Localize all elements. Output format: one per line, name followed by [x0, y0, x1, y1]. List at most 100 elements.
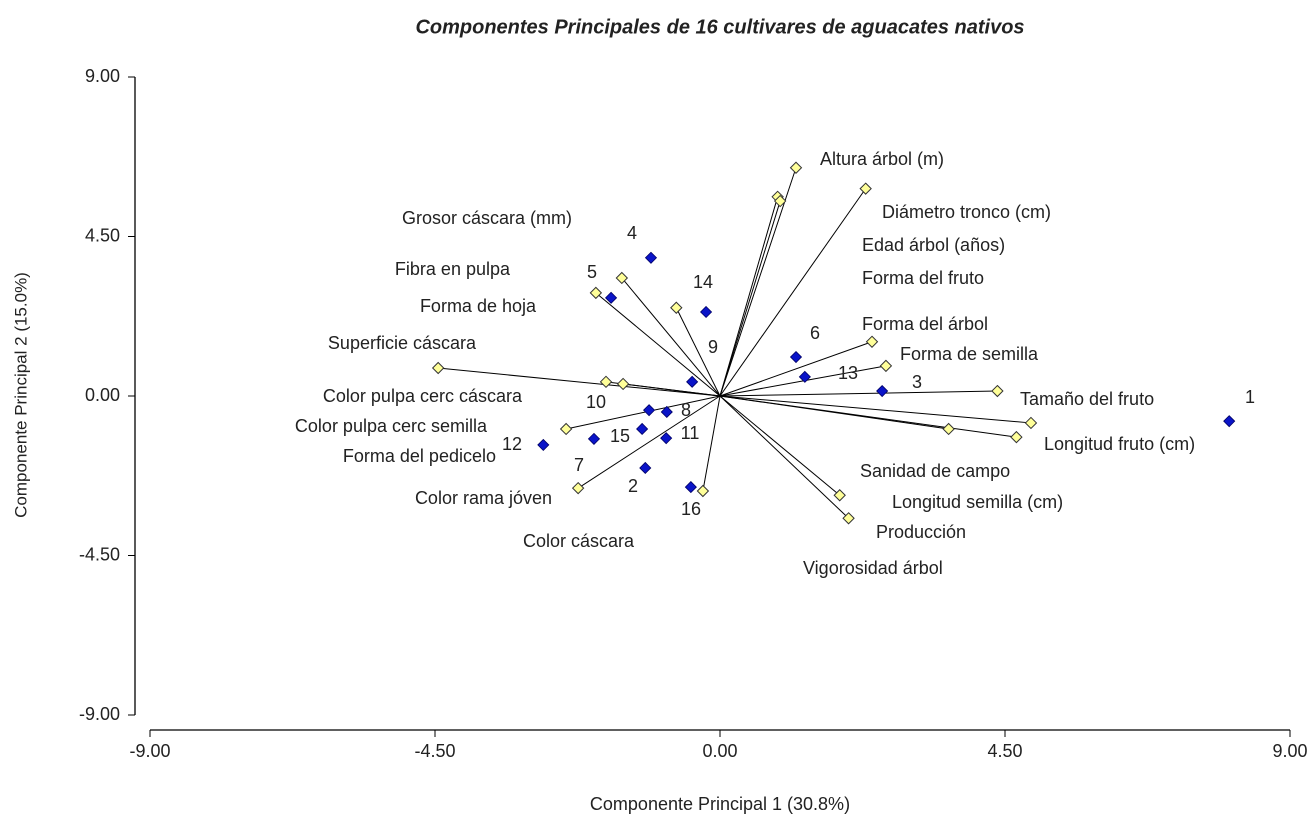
variable-point [599, 375, 613, 389]
variable-label: Longitud semilla (cm) [892, 492, 1063, 512]
variable-label: Vigorosidad árbol [803, 558, 943, 578]
variable-point [571, 481, 585, 495]
variable-point [879, 359, 893, 373]
variable-label: Grosor cáscara (mm) [402, 208, 572, 228]
cultivar-point [876, 384, 889, 398]
variable-point [696, 484, 710, 498]
vector [623, 383, 721, 397]
variable-point [865, 335, 879, 348]
cultivar-label: 11 [681, 423, 700, 443]
variable-point [842, 512, 855, 525]
vector [719, 200, 781, 397]
cultivar-label: 13 [838, 363, 858, 383]
variable-label: Fibra en pulpa [395, 259, 511, 279]
variable-point [670, 301, 683, 314]
cultivar-point [798, 370, 811, 383]
variable-point [789, 161, 803, 174]
cultivar-label: 12 [502, 434, 522, 454]
cultivar-point [587, 432, 601, 445]
variable-point [559, 422, 573, 436]
variable-label: Producción [876, 522, 966, 542]
cultivar-point [537, 438, 550, 451]
y-tick-label: -9.00 [79, 704, 120, 724]
variable-label: Color cáscara [523, 531, 635, 551]
vector [719, 167, 797, 397]
cultivar-label: 8 [681, 400, 691, 420]
variable-label: Forma de hoja [420, 296, 537, 316]
vector [577, 395, 721, 489]
cultivar-point [639, 461, 652, 475]
vector [719, 395, 1032, 424]
vector [719, 188, 867, 397]
cultivar-point [700, 305, 713, 319]
variable-point [859, 182, 872, 195]
variable-label: Longitud fruto (cm) [1044, 434, 1195, 454]
chart-title: Componentes Principales de 16 cultivares… [415, 16, 1024, 38]
cultivar-label: 16 [681, 499, 701, 519]
cultivar-label: 7 [574, 455, 584, 475]
y-tick-label: 0.00 [85, 385, 120, 405]
variable-point [616, 377, 630, 391]
cultivar-label: 2 [628, 476, 638, 496]
cultivar-point [684, 481, 697, 494]
vector [719, 341, 873, 397]
vector [702, 395, 721, 492]
variable-point [615, 271, 629, 285]
vector [719, 196, 779, 397]
variable-label: Forma del fruto [862, 268, 984, 288]
variable-label: Color pulpa cerc semilla [295, 416, 488, 436]
variable-label: Tamaño del fruto [1020, 389, 1154, 409]
variable-label: Forma del pedicelo [343, 446, 496, 466]
cultivar-point [660, 405, 673, 419]
x-tick-label: -4.50 [414, 741, 455, 761]
vector [595, 292, 721, 397]
x-axis-label: Componente Principal 1 (30.8%) [590, 794, 850, 814]
variable-label: Diámetro tronco (cm) [882, 202, 1051, 222]
variable-label: Forma de semilla [900, 344, 1039, 364]
vector [719, 390, 998, 397]
vector [621, 277, 721, 397]
vector [565, 395, 721, 430]
cultivar-label: 14 [693, 272, 713, 292]
x-tick-label: 9.00 [1272, 741, 1307, 761]
variable-point [1024, 416, 1038, 430]
cultivar-label: 6 [810, 323, 820, 343]
variable-label: Edad árbol (años) [862, 235, 1005, 255]
cultivar-point [660, 432, 673, 445]
cultivar-point [636, 422, 649, 436]
cultivar-label: 4 [627, 223, 637, 243]
vector [438, 367, 721, 397]
y-tick-label: 4.50 [85, 225, 120, 245]
vector [719, 395, 849, 519]
cultivar-point [686, 375, 699, 388]
y-axis-label: Componente Principal 2 (15.0%) [11, 272, 30, 518]
cultivar-point [789, 350, 803, 364]
variable-label: Forma del árbol [862, 314, 988, 334]
variable-point [833, 489, 846, 502]
x-tick-label: 4.50 [987, 741, 1022, 761]
variable-point [773, 194, 787, 208]
cultivar-label: 3 [912, 372, 922, 392]
variable-label: Color rama jóven [415, 488, 552, 508]
variable-point [431, 361, 445, 375]
cultivar-label: 9 [708, 337, 718, 357]
cultivar-point [643, 404, 656, 417]
cultivar-label: 5 [587, 262, 597, 282]
cultivar-point [605, 291, 618, 304]
variable-point [589, 286, 603, 300]
variable-label: Superficie cáscara [328, 333, 477, 353]
variable-point [942, 422, 955, 436]
variable-point [991, 384, 1004, 398]
variable-point [1010, 430, 1023, 444]
cultivar-label: 10 [586, 392, 606, 412]
vector [719, 395, 841, 496]
x-tick-label: -9.00 [129, 741, 170, 761]
vector [719, 395, 949, 430]
cultivar-point [1223, 415, 1236, 428]
vector [675, 307, 721, 397]
cultivar-point [644, 251, 658, 264]
variable-label: Sanidad de campo [860, 461, 1010, 481]
cultivar-label: 15 [610, 426, 630, 446]
y-tick-label: -4.50 [79, 544, 120, 564]
